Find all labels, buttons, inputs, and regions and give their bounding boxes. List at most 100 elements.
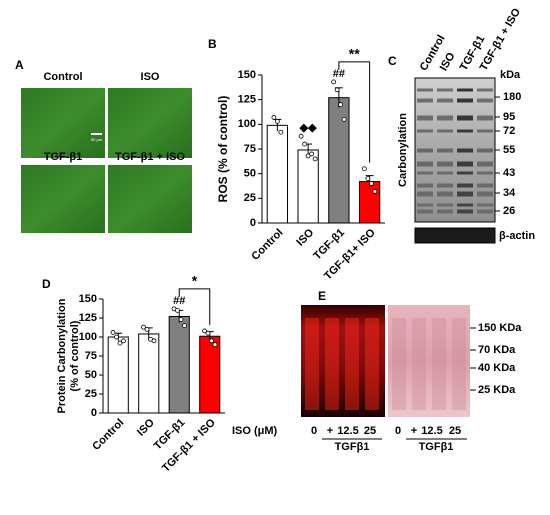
bar (358, 181, 381, 224)
data-point (368, 181, 374, 186)
data-point (114, 334, 119, 340)
y-tick-label: 75 (244, 143, 256, 155)
marker-label: 95 (503, 111, 515, 123)
marker-label: 72 (503, 125, 515, 137)
data-point (331, 79, 337, 85)
lane-label: ISO (438, 50, 458, 73)
lane-label: + (327, 425, 333, 437)
data-point (372, 189, 378, 194)
micrograph (21, 88, 105, 158)
data-point (141, 324, 146, 330)
lane-label: 12.5 (337, 425, 358, 437)
lane-label: + (411, 425, 417, 437)
micrograph (108, 88, 192, 158)
blot-band (437, 191, 453, 197)
micrograph (21, 165, 105, 233)
panel-label: E (318, 289, 326, 303)
data-point (178, 317, 184, 322)
data-point (298, 133, 304, 139)
blot-band (437, 115, 453, 121)
blot-band (437, 203, 453, 207)
data-point (151, 338, 157, 344)
bar (328, 97, 350, 224)
blot-band (417, 115, 433, 121)
marker-label: 26 (503, 205, 515, 217)
blot-band (437, 171, 453, 175)
blot-band (457, 115, 473, 121)
blot-band (437, 148, 453, 153)
blot-band (477, 148, 493, 153)
data-point (312, 156, 318, 162)
marker-label: 150 KDa (478, 322, 522, 334)
blot-band (417, 129, 433, 133)
blot-band (457, 161, 473, 167)
blot-band (417, 203, 433, 207)
gel-lane (412, 318, 426, 410)
data-point (182, 323, 187, 329)
blot-band (477, 161, 493, 167)
blot-band (437, 129, 453, 133)
blot-band (437, 98, 453, 103)
data-point (274, 118, 280, 124)
gel-image (388, 305, 470, 417)
blot-label: Carbonylation (397, 113, 409, 187)
bar (168, 315, 190, 414)
image-label: ISO (141, 71, 160, 83)
blot-band (477, 203, 493, 207)
blot-band (477, 171, 493, 175)
x-tick-label: ISO (135, 416, 157, 438)
gel-lane (365, 318, 379, 410)
data-point (175, 307, 180, 313)
blot-band (457, 209, 473, 214)
y-tick-label: 150 (79, 293, 97, 305)
marker-label: 25 KDa (478, 384, 516, 396)
significance-bracket (178, 288, 211, 325)
image-label: TGF-β1 (44, 151, 83, 163)
annotation: ## (333, 68, 345, 80)
bar (266, 124, 289, 224)
data-point (212, 342, 218, 348)
lane-label: 25 (364, 425, 376, 437)
blot-band (417, 171, 433, 175)
blot-band (457, 203, 473, 207)
blot-band (457, 191, 473, 197)
data-point (278, 129, 284, 135)
data-point (202, 328, 207, 334)
data-point (117, 340, 123, 346)
blot-band (457, 129, 473, 133)
loading-blot (414, 227, 496, 244)
data-point (271, 115, 277, 120)
annotation: ◆◆ (299, 122, 317, 134)
y-tick-label: 150 (238, 69, 256, 81)
y-tick-label: 125 (238, 94, 256, 106)
y-tick-label: 50 (244, 168, 256, 180)
blot-band (417, 148, 433, 153)
annotation: * (192, 273, 198, 289)
data-point (334, 87, 340, 93)
bar (138, 333, 160, 414)
panel-label: D (42, 277, 51, 291)
lane-label: 25 (449, 425, 461, 437)
marker-label: 70 KDa (478, 344, 516, 356)
marker-label: 55 (503, 144, 515, 156)
data-point (144, 326, 150, 332)
marker-label: 43 (503, 167, 515, 179)
blot-band (457, 171, 473, 175)
image-label: Control (43, 71, 82, 83)
panel-label: B (208, 37, 217, 51)
annotation: ## (173, 295, 185, 307)
marker-label: 34 (503, 187, 516, 199)
blot-band (417, 209, 433, 214)
y-axis-title: (% of control) (69, 320, 81, 391)
data-point (205, 330, 211, 336)
y-tick-label: 125 (79, 312, 97, 324)
x-tick-label: Control (90, 417, 126, 453)
lane-label: 0 (395, 425, 401, 437)
blot-band (437, 183, 453, 188)
blot-band (457, 148, 473, 153)
gel-lane (432, 318, 446, 410)
y-tick-label: 0 (250, 217, 256, 229)
marker-label: 180 (503, 91, 521, 103)
y-axis-title: Protein Carbonylation (56, 298, 68, 413)
blot-band (437, 161, 453, 167)
